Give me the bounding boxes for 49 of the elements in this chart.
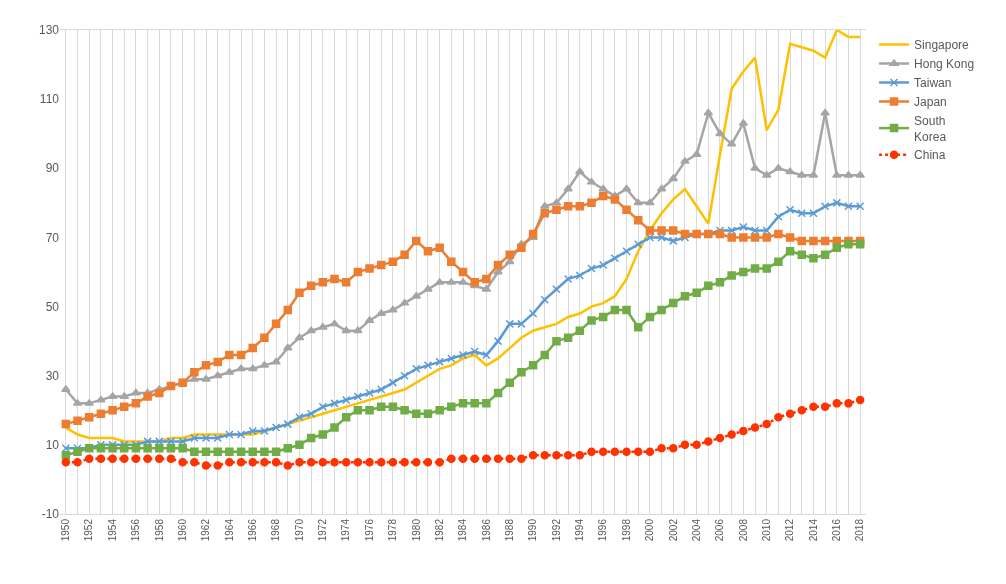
legend-label: Taiwan bbox=[914, 76, 952, 91]
legend-label: China bbox=[914, 148, 946, 163]
y-tick-label: 130 bbox=[38, 23, 60, 38]
y-tick-label: -10 bbox=[41, 507, 60, 522]
legend-label: Hong Kong bbox=[914, 57, 975, 72]
x-tick-label: 1992 bbox=[550, 518, 562, 542]
x-tick-label: 1990 bbox=[527, 518, 539, 542]
x-tick-label: 1956 bbox=[130, 518, 142, 542]
y-tick-label: 30 bbox=[45, 368, 60, 383]
x-tick-label: 1964 bbox=[223, 518, 235, 542]
x-tick-label: 2012 bbox=[784, 518, 796, 542]
x-tick-label: 1962 bbox=[200, 518, 212, 542]
x-tick-label: 1982 bbox=[433, 518, 445, 542]
x-tick-label: 2018 bbox=[854, 518, 866, 542]
legend-label: Japan bbox=[914, 95, 947, 110]
legend-label: Singapore bbox=[914, 38, 970, 53]
x-tick-label: 1986 bbox=[480, 518, 492, 542]
x-tick-label: 1980 bbox=[410, 518, 422, 542]
y-tick-label: 50 bbox=[45, 299, 60, 314]
x-tick-label: 1954 bbox=[106, 518, 118, 542]
x-tick-label: 1972 bbox=[317, 518, 329, 542]
x-tick-label: 1994 bbox=[574, 518, 586, 542]
x-tick-label: 1950 bbox=[60, 518, 72, 542]
x-tick-label: 1952 bbox=[83, 518, 95, 542]
x-tick-label: 2014 bbox=[807, 518, 819, 542]
x-tick-label: 1996 bbox=[597, 518, 609, 542]
x-tick-label: 1974 bbox=[340, 518, 352, 542]
x-tick-label: 1958 bbox=[153, 518, 165, 542]
x-tick-label: 2008 bbox=[737, 518, 749, 542]
y-tick-label: 110 bbox=[39, 92, 60, 107]
x-tick-label: 1968 bbox=[270, 518, 282, 542]
x-tick-label: 2010 bbox=[760, 518, 772, 542]
y-tick-label: 10 bbox=[45, 438, 60, 453]
y-tick-label: 90 bbox=[45, 161, 60, 176]
legend-label: South Korea bbox=[914, 113, 947, 144]
x-tick-label: 1966 bbox=[246, 518, 258, 542]
x-tick-label: 1970 bbox=[293, 518, 305, 542]
x-tick-label: 2004 bbox=[690, 518, 702, 542]
x-tick-label: 1960 bbox=[176, 518, 188, 542]
x-tick-label: 1988 bbox=[503, 518, 515, 542]
x-tick-label: 1976 bbox=[363, 518, 375, 542]
x-tick-label: 2006 bbox=[714, 518, 726, 542]
y-tick-label: 70 bbox=[45, 230, 60, 245]
x-tick-label: 1998 bbox=[620, 518, 632, 542]
x-tick-label: 1984 bbox=[457, 518, 469, 542]
x-tick-label: 2002 bbox=[667, 518, 679, 542]
x-tick-label: 2016 bbox=[831, 518, 843, 542]
x-tick-label: 1978 bbox=[387, 518, 399, 542]
x-tick-label: 2000 bbox=[644, 518, 656, 542]
